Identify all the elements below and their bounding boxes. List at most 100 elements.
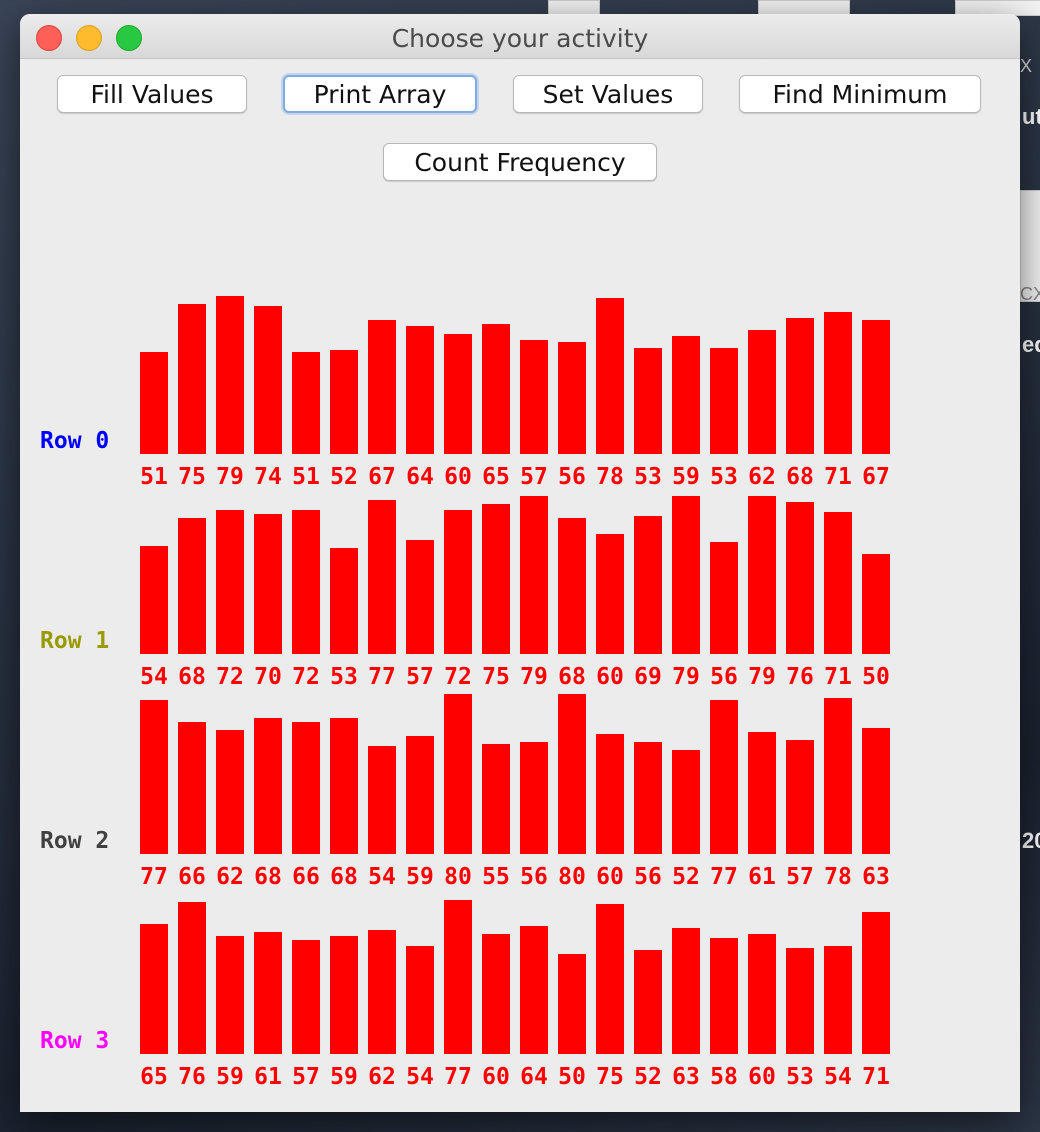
value-label: 57 [786,864,814,890]
value-bar [596,734,624,854]
value-label: 53 [786,1064,814,1090]
value-label: 67 [368,464,396,490]
value-bar [330,936,358,1054]
value-bar [406,326,434,454]
value-label: 55 [482,864,510,890]
value-label: 79 [520,664,548,690]
value-label: 60 [596,864,624,890]
value-bar [748,732,776,854]
value-bar [672,336,700,454]
value-bar [710,542,738,654]
value-label: 74 [254,464,282,490]
value-label: 77 [140,864,168,890]
count-frequency-button[interactable]: Count Frequency [383,143,657,181]
value-bar [444,900,472,1054]
value-bar [330,350,358,454]
value-bar [520,340,548,454]
value-bar [444,694,472,854]
value-bar [140,700,168,854]
value-bar [216,510,244,654]
value-label: 79 [672,664,700,690]
value-bar [634,742,662,854]
value-label: 77 [368,664,396,690]
value-bar [558,954,586,1054]
value-label: 56 [558,464,586,490]
desktop-document-icon [1020,190,1040,302]
desktop-text-fragment: X [1020,56,1033,76]
value-bar [786,740,814,854]
value-bar [254,718,282,854]
value-bar [824,698,852,854]
value-bar [140,546,168,654]
row-label: Row 0 [40,428,109,454]
value-bar [520,926,548,1054]
close-window-button[interactable] [36,25,62,51]
value-label: 56 [710,664,738,690]
value-label: 58 [710,1064,738,1090]
value-bar [710,348,738,454]
value-label: 61 [254,1064,282,1090]
value-label: 53 [330,664,358,690]
fill-values-button[interactable]: Fill Values [57,75,247,113]
value-bar [406,736,434,854]
find-minimum-button[interactable]: Find Minimum [739,75,981,113]
value-label: 71 [862,1064,890,1090]
value-bar [482,744,510,854]
value-bar [786,502,814,654]
print-array-button[interactable]: Print Array [283,75,477,113]
value-bar [672,496,700,654]
value-bar [406,946,434,1054]
value-label: 53 [710,464,738,490]
value-label: 66 [178,864,206,890]
value-label: 75 [596,1064,624,1090]
value-label: 78 [824,864,852,890]
value-bar [786,318,814,454]
row-label: Row 3 [40,1028,109,1054]
value-label: 69 [634,664,662,690]
value-label: 68 [178,664,206,690]
value-label: 52 [634,1064,662,1090]
value-label: 52 [330,464,358,490]
value-label: 75 [178,464,206,490]
value-bar [558,342,586,454]
value-label: 68 [786,464,814,490]
value-label: 61 [748,864,776,890]
value-bar [520,742,548,854]
value-bar [862,912,890,1054]
zoom-window-button[interactable] [116,25,142,51]
value-bar [444,334,472,454]
value-bar [596,904,624,1054]
value-label: 54 [368,864,396,890]
value-label: 76 [178,1064,206,1090]
app-window: Choose your activity Fill Values Print A… [20,14,1020,1112]
value-label: 72 [216,664,244,690]
value-bar [368,930,396,1054]
value-bar [406,540,434,654]
value-bar [482,934,510,1054]
value-label: 71 [824,464,852,490]
value-label: 64 [406,464,434,490]
value-bar [292,352,320,454]
value-label: 77 [444,1064,472,1090]
value-label: 63 [862,864,890,890]
title-bar[interactable]: Choose your activity [20,14,1020,59]
value-label: 62 [216,864,244,890]
value-label: 79 [216,464,244,490]
value-label: 53 [634,464,662,490]
value-label: 51 [140,464,168,490]
set-values-button[interactable]: Set Values [513,75,703,113]
desktop-text-fragment: CX [1020,284,1040,304]
minimize-window-button[interactable] [76,25,102,51]
value-label: 59 [406,864,434,890]
value-label: 67 [862,464,890,490]
value-label: 68 [254,864,282,890]
array-bar-chart: Row 0 51 75 79 74 51 52 67 64 60 65 57 56 78 53 59 53 62 6… [40,296,890,1090]
desktop-text-fragment: ed [1022,332,1040,357]
value-bar [482,324,510,454]
value-label: 79 [748,664,776,690]
value-bar [824,512,852,654]
value-bar [520,496,548,654]
value-bar [862,554,890,654]
value-label: 59 [672,464,700,490]
value-label: 72 [444,664,472,690]
